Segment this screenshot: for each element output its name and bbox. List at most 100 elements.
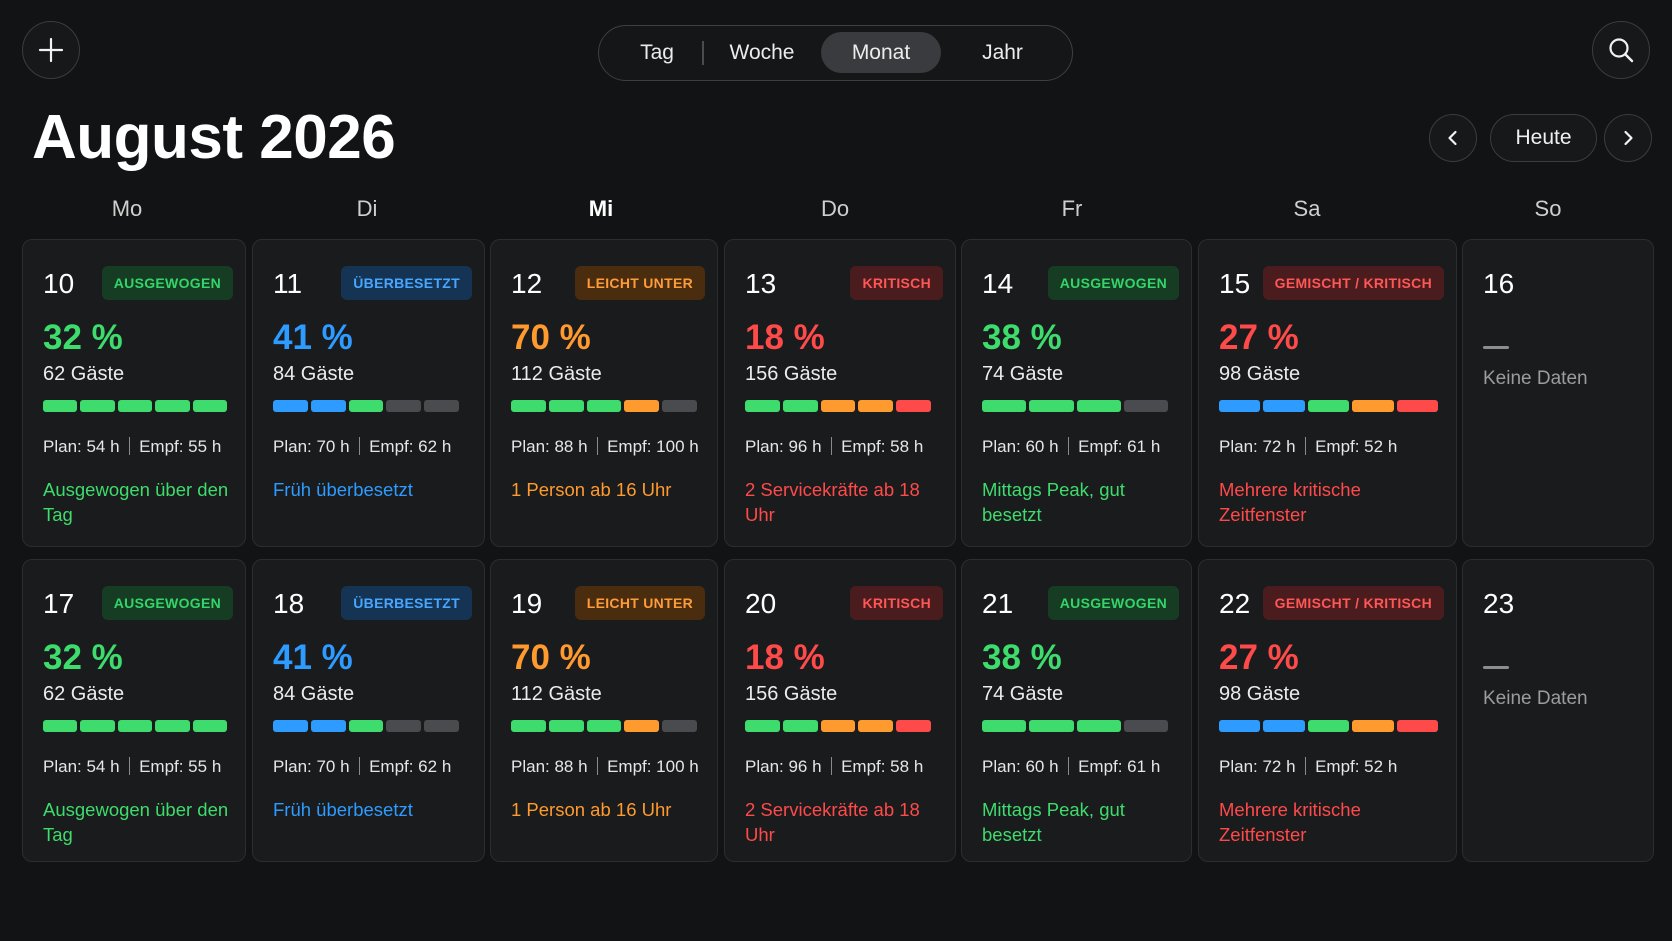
- search-icon: [1609, 38, 1634, 63]
- day-card[interactable]: 10 AUSGEWOGEN 32 % 62 Gäste Plan: 54 h Empf: …: [22, 239, 246, 547]
- empty-dash: [1483, 666, 1509, 669]
- staffing-bar-segment: [1219, 720, 1261, 732]
- day-card[interactable]: 16 Keine Daten: [1462, 239, 1654, 547]
- day-card[interactable]: 17 AUSGEWOGEN 32 % 62 Gäste Plan: 54 h Empf: …: [22, 559, 246, 862]
- staffing-bar: [273, 400, 459, 412]
- status-badge: AUSGEWOGEN: [1047, 266, 1179, 300]
- staffing-bar-segment: [1076, 720, 1121, 732]
- tab-day-label: Tag: [640, 40, 674, 64]
- day-card[interactable]: 19 LEICHT UNTER 70 % 112 Gäste Plan: 88 h Emp…: [490, 559, 718, 862]
- today-label: Heute: [1515, 126, 1572, 149]
- staffing-bar-segment: [511, 720, 546, 732]
- guest-count: 74 Gäste: [982, 363, 1064, 385]
- hours-divider: [358, 757, 361, 775]
- hours-divider: [1067, 757, 1070, 775]
- day-card[interactable]: 14 AUSGEWOGEN 38 % 74 Gäste Plan: 60 h Empf: …: [961, 239, 1192, 547]
- day-number: 15: [1219, 268, 1251, 299]
- status-badge: KRITISCH: [850, 266, 943, 300]
- status-badge: LEICHT UNTER: [574, 586, 705, 620]
- recommended-hours: Empf: 100 h: [607, 757, 699, 776]
- day-card[interactable]: 12 LEICHT UNTER 70 % 112 Gäste Plan: 88 h Emp…: [490, 239, 718, 547]
- guest-count: 74 Gäste: [982, 683, 1064, 705]
- staffing-bar-segment: [43, 720, 78, 732]
- status-badge: GEMISCHT / KRITISCH: [1262, 586, 1444, 620]
- day-card[interactable]: 22 GEMISCHT / KRITISCH 27 % 98 Gäste Plan: 7…: [1198, 559, 1457, 862]
- staffing-bar: [511, 720, 697, 732]
- staffing-bar-segment: [1123, 720, 1168, 732]
- status-badge: AUSGEWOGEN: [101, 586, 233, 620]
- status-note: 1 Person ab 16 Uhr: [511, 799, 672, 820]
- day-card[interactable]: 20 KRITISCH 18 % 156 Gäste Plan: 96 h Empf: 5…: [724, 559, 956, 862]
- staffing-bar-segment: [820, 400, 856, 412]
- planned-hours: Plan: 54 h: [43, 437, 120, 456]
- guest-count: 84 Gäste: [273, 363, 355, 385]
- recommended-hours: Empf: 61 h: [1078, 437, 1161, 456]
- staffing-bar-segment: [155, 400, 190, 412]
- status-note: Mittags Peak, gut besetzt: [982, 479, 1125, 525]
- staffing-bar-segment: [745, 720, 780, 732]
- next-month-button[interactable]: [1604, 114, 1652, 162]
- day-number: 12: [511, 268, 543, 299]
- day-card[interactable]: 23 Keine Daten: [1462, 559, 1654, 862]
- hours-divider: [358, 437, 361, 455]
- utilization-percent: 27 %: [1219, 638, 1299, 677]
- weekday-mi: Mi: [588, 196, 614, 221]
- status-note: Mehrere kritische Zeitfenster: [1219, 479, 1361, 525]
- staffing-bar: [745, 720, 931, 732]
- planned-hours: Plan: 72 h: [1219, 437, 1296, 456]
- day-card[interactable]: 11 ÜBERBESETZT 41 % 84 Gäste Plan: 70 h Empf:…: [252, 239, 485, 547]
- staffing-bar-segment: [43, 400, 78, 412]
- hours-summary: Plan: 96 h Empf: 58 h: [745, 437, 923, 457]
- utilization-percent: 41 %: [273, 318, 353, 357]
- recommended-hours: Empf: 55 h: [139, 437, 222, 456]
- day-card[interactable]: 21 AUSGEWOGEN 38 % 74 Gäste Plan: 60 h Empf: …: [961, 559, 1192, 862]
- tab-day[interactable]: Tag: [607, 32, 707, 73]
- staffing-bar-segment: [586, 720, 622, 732]
- status-badge: ÜBERBESETZT: [341, 586, 472, 620]
- status-note: Mehrere kritische Zeitfenster: [1219, 799, 1361, 845]
- search-button[interactable]: [1592, 21, 1650, 79]
- hours-divider: [128, 757, 131, 775]
- staffing-bar-segment: [273, 400, 308, 412]
- staffing-bar: [745, 400, 931, 412]
- staffing-bar-segment: [1076, 400, 1121, 412]
- day-number: 13: [745, 268, 777, 299]
- empty-dash: [1483, 346, 1509, 349]
- staffing-bar-segment: [820, 720, 856, 732]
- staffing-bar-segment: [1307, 400, 1350, 412]
- staffing-bar-segment: [117, 720, 153, 732]
- staffing-bar: [1219, 400, 1438, 412]
- staffing-bar-segment: [192, 720, 227, 732]
- staffing-bar-segment: [1029, 720, 1074, 732]
- tab-month[interactable]: Monat: [821, 32, 941, 73]
- recommended-hours: Empf: 58 h: [841, 437, 924, 456]
- day-number: 21: [982, 588, 1014, 619]
- add-button[interactable]: [22, 21, 80, 79]
- day-card[interactable]: 13 KRITISCH 18 % 156 Gäste Plan: 96 h Empf: 5…: [724, 239, 956, 547]
- staffing-bar-segment: [1307, 720, 1350, 732]
- day-card[interactable]: 18 ÜBERBESETZT 41 % 84 Gäste Plan: 70 h Empf:…: [252, 559, 485, 862]
- status-note: Ausgewogen über den Tag: [43, 479, 229, 525]
- day-number: 23: [1483, 588, 1515, 619]
- staffing-bar-segment: [310, 400, 346, 412]
- staffing-bar-segment: [386, 400, 422, 412]
- tab-week[interactable]: Woche: [706, 32, 818, 73]
- utilization-percent: 32 %: [43, 318, 123, 357]
- utilization-percent: 70 %: [511, 318, 591, 357]
- previous-month-button[interactable]: [1429, 114, 1477, 162]
- tab-year[interactable]: Jahr: [944, 32, 1061, 73]
- day-number: 18: [273, 588, 305, 619]
- no-data-label: Keine Daten: [1483, 688, 1588, 709]
- planned-hours: Plan: 96 h: [745, 757, 822, 776]
- staffing-bar-segment: [1123, 400, 1168, 412]
- hours-divider: [128, 437, 131, 455]
- staffing-bar: [273, 720, 459, 732]
- today-button[interactable]: Heute: [1490, 114, 1597, 162]
- staffing-bar-segment: [858, 400, 894, 412]
- day-card[interactable]: 15 GEMISCHT / KRITISCH 27 % 98 Gäste Plan: 7…: [1198, 239, 1457, 547]
- planned-hours: Plan: 54 h: [43, 757, 120, 776]
- staffing-bar-segment: [192, 400, 227, 412]
- hours-divider: [1304, 437, 1307, 455]
- day-number: 22: [1219, 588, 1251, 619]
- guest-count: 112 Gäste: [511, 363, 602, 385]
